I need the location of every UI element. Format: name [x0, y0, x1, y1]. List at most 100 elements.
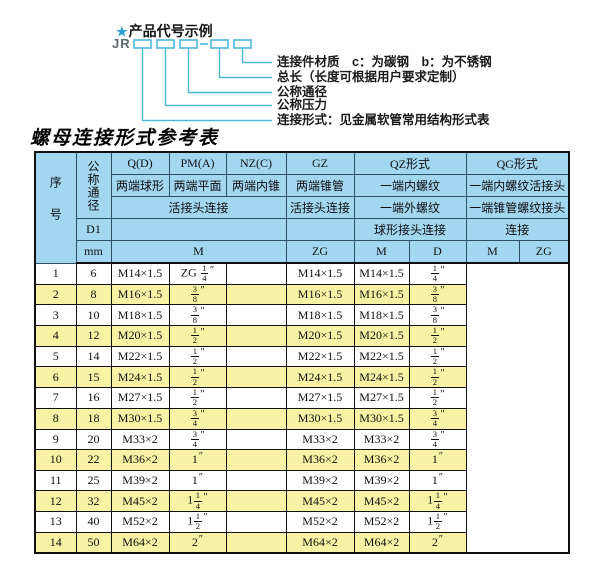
header-empty-gz [285, 218, 355, 241]
code-label-pressure: 公称压力 [277, 98, 328, 112]
code-box [156, 39, 175, 49]
table-row: 13 40 M52×2 1 1 2 ″ M52×2 M52×2 1 1 2 ″ [34, 510, 569, 533]
header-zg1: ZG [285, 240, 355, 264]
cell-dn: 8 [75, 283, 112, 306]
cell-qz-d: M18×1.5 [285, 304, 355, 327]
cell-qg-m: M36×2 [353, 449, 410, 471]
cell-gz: 1 2 ″ [168, 325, 227, 347]
cell-gz: 3 8 ″ [168, 283, 227, 306]
cell-gz: 3 8 ″ [168, 304, 227, 327]
cell-qz-m [225, 407, 287, 430]
cell-gz: 3 4 ″ [168, 407, 227, 430]
cell-qg-m: M30×1.5 [353, 407, 410, 430]
cell-gz: 1 1 4 ″ [168, 490, 227, 512]
header-col-q: Q(D) [110, 151, 170, 175]
cell-qz-d: M52×2 [285, 510, 355, 533]
code-box [179, 39, 198, 49]
cell-qg-m: M33×2 [353, 428, 410, 451]
cell-dn: 15 [75, 366, 112, 389]
cell-qg-zg: 1 2 ″ [408, 387, 467, 409]
cell-no: 4 [34, 325, 77, 347]
cell-dn: 32 [75, 490, 112, 512]
cell-qz-d: M30×1.5 [285, 407, 355, 430]
cell-no: 7 [34, 387, 77, 409]
cell-dn: 10 [75, 304, 112, 327]
cell-m: M22×1.5 [110, 345, 170, 368]
cell-m: M16×1.5 [110, 283, 170, 306]
header-qz-desc1: 一端内螺纹 [353, 174, 467, 197]
cell-no: 1 [34, 262, 77, 285]
header-qg-desc1: 一端内螺纹活接头 [465, 174, 570, 197]
cell-no: 14 [34, 531, 77, 554]
star-icon: ★ [116, 24, 128, 39]
header-nz-desc: 两端内锥 [225, 174, 287, 197]
table-row: 1 6 M14×1.5 ZG 1 4 ″ M14×1.5 M14×1.5 1 4 ″ [34, 262, 569, 285]
cell-m: M14×1.5 [110, 262, 170, 285]
cell-m: M18×1.5 [110, 304, 170, 327]
header-gz-conn: 活接头连接 [285, 196, 355, 219]
cell-qg-zg: 1 2 ″ [408, 345, 467, 368]
cell-gz: 1 2 ″ [168, 387, 227, 409]
table-row: 4 12 M20×1.5 1 2 ″ M20×1.5 M20×1.5 1 2 ″ [34, 325, 569, 347]
table-row: 5 14 M22×1.5 1 2 ″ M22×1.5 M22×1.5 1 2 ″ [34, 345, 569, 368]
header-dn: 公称通径 [75, 151, 112, 219]
header-seq: 序号 [34, 151, 77, 264]
cell-qg-zg: 3 8 ″ [408, 283, 467, 306]
header-m2: M [353, 240, 410, 264]
cell-qz-m [225, 325, 287, 347]
cell-dn: 6 [75, 262, 112, 285]
header-col-nz: NZ(C) [225, 151, 287, 175]
cell-no: 9 [34, 428, 77, 451]
table-row: 10 22 M36×2 1″ M36×2 M36×2 1″ [34, 449, 569, 471]
cell-qz-d: M39×2 [285, 469, 355, 492]
cell-qg-m: M24×1.5 [353, 366, 410, 389]
cell-qz-d: M16×1.5 [285, 283, 355, 306]
code-label-material: 连接件材质 c：为碳钢 b：为不锈钢 [277, 55, 492, 69]
cell-qz-m [225, 366, 287, 389]
cell-dn: 14 [75, 345, 112, 368]
cell-qg-zg: 1 2 ″ [408, 366, 467, 389]
cell-dn: 25 [75, 469, 112, 492]
code-box [210, 39, 229, 49]
table-row: 14 50 M64×2 2″ M64×2 M64×2 2″ [34, 531, 569, 554]
cell-qg-zg: 1 1 2 ″ [408, 510, 467, 533]
cell-no: 10 [34, 449, 77, 471]
cell-qz-d: M24×1.5 [285, 366, 355, 389]
header-zg3: ZG [518, 240, 570, 264]
cell-dn: 22 [75, 449, 112, 471]
code-prefix: JR [112, 36, 131, 51]
table-row: 12 32 M45×2 1 1 4 ″ M45×2 M45×2 1 1 4 ″ [34, 490, 569, 512]
header-q-desc: 两端球形 [110, 174, 170, 197]
cell-qz-d: M14×1.5 [285, 262, 355, 285]
table-row: 11 25 M39×2 1″ M39×2 M39×2 1″ [34, 469, 569, 492]
cell-qg-zg: 3 8 ″ [408, 304, 467, 327]
cell-m: M52×2 [110, 510, 170, 533]
cell-gz: 1″ [168, 469, 227, 492]
cell-m: M30×1.5 [110, 407, 170, 430]
cell-qz-m [225, 345, 287, 368]
cell-no: 11 [34, 469, 77, 492]
cell-no: 5 [34, 345, 77, 368]
cell-qz-d: M27×1.5 [285, 387, 355, 409]
cell-gz: 1 2 ″ [168, 345, 227, 368]
cell-qg-m: M39×2 [353, 469, 410, 492]
cell-dn: 18 [75, 407, 112, 430]
cell-qg-m: M20×1.5 [353, 325, 410, 347]
header-empty-left [110, 218, 287, 241]
header-col-gz: GZ [285, 151, 355, 175]
cell-m: M39×2 [110, 469, 170, 492]
cell-qz-d: M20×1.5 [285, 325, 355, 347]
table-body: 1 6 M14×1.5 ZG 1 4 ″ M14×1.5 M14×1.5 1 4 ″ 2 8 M16×1.… [34, 262, 569, 554]
header-pm-desc: 两端平面 [168, 174, 227, 197]
cell-m: M33×2 [110, 428, 170, 451]
product-code-heading: ★产品代号示例 [116, 21, 213, 41]
header-left-conn: 活接头连接 [110, 196, 287, 219]
cell-gz: 2″ [168, 531, 227, 554]
cell-dn: 16 [75, 387, 112, 409]
cell-qz-m [225, 283, 287, 306]
code-box [133, 39, 152, 49]
cell-dn: 50 [75, 531, 112, 554]
header-gz-desc: 两端锥管 [285, 174, 355, 197]
cell-dn: 12 [75, 325, 112, 347]
